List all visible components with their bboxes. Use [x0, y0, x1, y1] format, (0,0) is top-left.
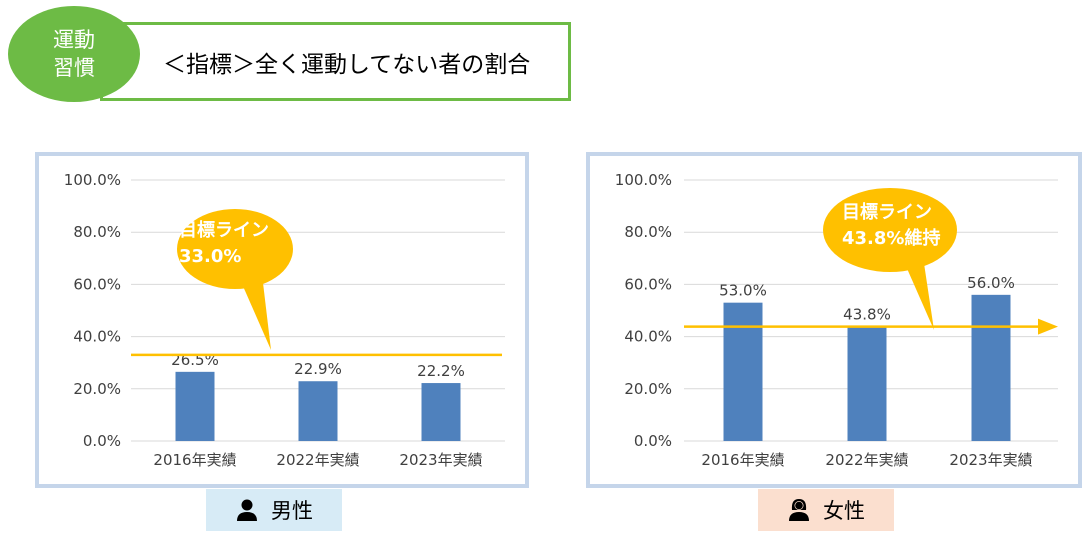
female-y-tick-label: 0.0%	[634, 432, 672, 450]
male-callout-line2: 33.0%	[179, 246, 241, 267]
badge-line-1: 運動	[53, 28, 95, 52]
female-callout-line2: 43.8%維持	[842, 227, 940, 249]
male-bar	[175, 371, 215, 441]
female-bar-chart: 0.0% 20.0% 40.0% 60.0% 80.0% 100.0% 53.0% 2016年…	[615, 171, 1058, 469]
female-target-arrow	[1038, 318, 1058, 335]
female-data-label: 56.0%	[967, 274, 1015, 292]
female-y-tick-label: 60.0%	[624, 275, 672, 293]
male-label: 男性	[206, 489, 342, 531]
male-y-tick-label: 100.0%	[64, 171, 121, 189]
female-y-tick-label: 40.0%	[624, 328, 672, 346]
female-label: 女性	[758, 489, 894, 531]
female-category-label: 2016年実績	[701, 451, 784, 469]
female-chart-panel: 0.0% 20.0% 40.0% 60.0% 80.0% 100.0% 53.0% 2016年…	[586, 152, 1082, 488]
male-y-tick-label: 0.0%	[83, 432, 121, 450]
male-bar-chart: 0.0% 20.0% 40.0% 60.0% 80.0% 100.0% 26.5% 2016年…	[64, 171, 505, 469]
male-person-icon	[235, 499, 259, 521]
male-category-label: 2022年実績	[276, 451, 359, 469]
male-data-label: 26.5%	[171, 351, 219, 369]
category-badge: 運動 習慣	[8, 6, 140, 102]
male-data-label: 22.2%	[417, 362, 465, 380]
male-callout-bubble	[177, 209, 293, 289]
female-category-label: 2022年実績	[825, 451, 908, 469]
female-bar	[723, 302, 763, 441]
male-category-label: 2023年実績	[399, 451, 482, 469]
female-person-icon	[787, 499, 811, 521]
female-bar	[847, 326, 887, 441]
male-y-tick-label: 80.0%	[73, 223, 121, 241]
indicator-title-box: ＜指標＞全く運動してない者の割合	[100, 22, 571, 101]
female-callout-bubble	[823, 188, 957, 272]
female-y-tick-label: 80.0%	[624, 223, 672, 241]
male-category-label: 2016年実績	[153, 451, 236, 469]
female-category-label: 2023年実績	[949, 451, 1032, 469]
male-y-tick-label: 60.0%	[73, 275, 121, 293]
female-callout-line1: 目標ライン	[842, 201, 932, 223]
male-bar	[421, 383, 461, 441]
male-data-label: 22.9%	[294, 360, 342, 378]
male-chart-panel: 0.0% 20.0% 40.0% 60.0% 80.0% 100.0% 26.5% 2016年…	[35, 152, 529, 488]
male-bar	[298, 381, 338, 441]
female-y-tick-label: 20.0%	[624, 380, 672, 398]
male-label-text: 男性	[271, 499, 313, 523]
male-y-tick-label: 40.0%	[73, 328, 121, 346]
female-y-tick-label: 100.0%	[615, 171, 672, 189]
badge-line-2: 習慣	[53, 56, 95, 80]
male-y-tick-label: 20.0%	[73, 380, 121, 398]
male-callout-line1: 目標ライン	[179, 219, 269, 241]
female-label-text: 女性	[823, 499, 865, 523]
female-data-label: 53.0%	[719, 282, 767, 300]
female-bar	[971, 294, 1011, 441]
female-data-label: 43.8%	[843, 306, 891, 324]
indicator-title: ＜指標＞全く運動してない者の割合	[163, 51, 531, 78]
